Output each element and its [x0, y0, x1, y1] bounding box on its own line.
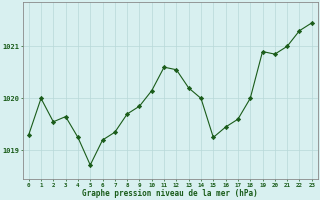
X-axis label: Graphe pression niveau de la mer (hPa): Graphe pression niveau de la mer (hPa)	[82, 189, 258, 198]
